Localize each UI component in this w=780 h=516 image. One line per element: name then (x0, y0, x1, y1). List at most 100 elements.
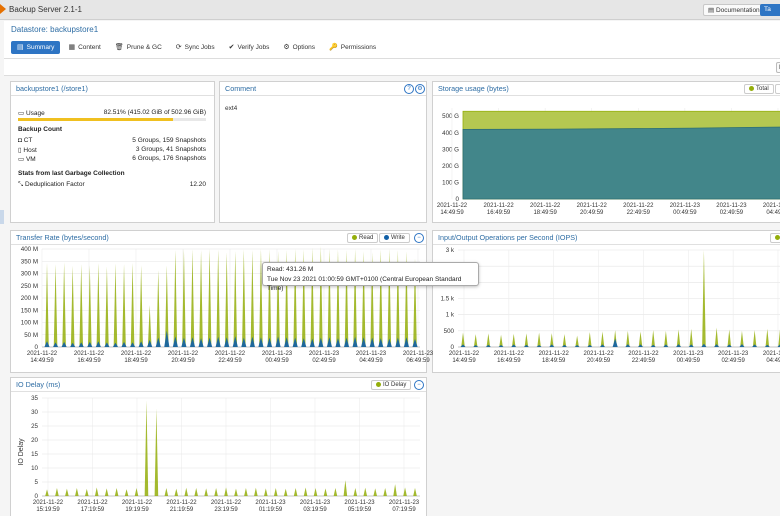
x-tick-label: 18:49:59 (124, 358, 148, 364)
io-delay-bar (293, 488, 298, 496)
x-tick-label: 16:49:59 (77, 358, 101, 364)
x-tick-label: 2021-11-22 (483, 203, 514, 209)
write-bar (412, 338, 418, 347)
y-tick-label: 3 k (446, 247, 455, 254)
x-tick-label: 2021-11-22 (74, 351, 105, 357)
io-delay-bar (343, 480, 348, 496)
legend-read[interactable] (770, 233, 780, 243)
write-bar (343, 337, 350, 347)
read-bar (207, 249, 212, 347)
read-bar (702, 250, 706, 347)
write-bar (61, 341, 67, 347)
x-tick-label: 2021-11-22 (33, 500, 64, 506)
tasks-button[interactable]: Ta (760, 4, 780, 16)
legend-used[interactable] (775, 84, 780, 94)
write-bar (460, 344, 466, 347)
x-tick-label: 2021-11-23 (255, 500, 286, 506)
read-bar (242, 249, 246, 347)
read-bar (626, 330, 630, 347)
compress-icon: ⤡ (18, 181, 26, 188)
read-bar (752, 330, 757, 347)
y-tick-label: 0 (451, 344, 455, 351)
io-delay-bar (65, 488, 69, 496)
help-icon[interactable]: ? (404, 84, 414, 94)
collapse-icon[interactable]: − (414, 380, 424, 390)
read-bar (344, 250, 349, 347)
io-delay-bar (144, 400, 149, 496)
read-bar (651, 330, 655, 347)
y-tick-label: 0 (35, 493, 39, 500)
gear-icon[interactable]: ⚙ (415, 84, 425, 94)
read-bar (310, 247, 315, 347)
x-tick-label: 22:49:59 (218, 358, 242, 364)
write-bar (147, 340, 153, 347)
legend-dot (352, 234, 357, 240)
dedup-label: ⤡ Deduplication Factor (18, 181, 85, 189)
read-bar (353, 249, 357, 347)
nav-tree-selection[interactable] (0, 210, 4, 224)
x-tick-label: 14:49:59 (452, 358, 476, 364)
io-delay-bar (204, 488, 208, 496)
io-delay-bar (114, 488, 119, 496)
write-bar (155, 337, 161, 347)
io-delay-bar (273, 488, 278, 496)
tab-options[interactable]: ⚙ Options (277, 41, 321, 54)
x-tick-label: 2021-11-22 (122, 500, 153, 506)
x-tick-label: 2021-11-22 (121, 351, 152, 357)
x-tick-label: 2021-11-23 (389, 500, 420, 506)
x-tick-label: 17:19:59 (81, 507, 105, 513)
grid-icon: ▦ (68, 44, 76, 51)
storage-title: Storage usage (bytes) Total (433, 82, 780, 96)
ct-label-text: CT (23, 137, 33, 144)
read-bar (396, 250, 400, 347)
read-bar (53, 264, 58, 347)
usage-bar-fill (18, 118, 174, 121)
write-bar (52, 342, 59, 347)
read-bar (461, 332, 465, 347)
write-bar (241, 337, 247, 347)
iops-panel: Input/Output Operations per Second (IOPS… (432, 230, 780, 373)
write-bar (612, 338, 618, 347)
write-bar (335, 338, 341, 347)
tooltip-value: Read: 431.26 M (267, 266, 314, 273)
io-delay-bar (323, 488, 328, 496)
tab-sync-jobs[interactable]: ⟳ Sync Jobs (170, 41, 221, 54)
documentation-button[interactable]: ▤ Documentation (703, 4, 765, 16)
x-tick-label: 2021-11-22 (215, 351, 246, 357)
tab-content[interactable]: ▦ Content (62, 41, 106, 54)
x-tick-label: 02:49:59 (312, 358, 336, 364)
x-tick-label: 2021-11-22 (77, 500, 108, 506)
tab-summary[interactable]: ▤ Summary (11, 41, 61, 54)
x-tick-label: 2021-11-23 (670, 203, 701, 209)
y-tick-label: 500 (444, 328, 455, 335)
x-tick-label: 18:49:59 (542, 358, 566, 364)
legend-read[interactable]: Read (347, 233, 379, 243)
x-tick-label: 03:19:59 (303, 507, 327, 513)
tooltip-date: Tue Nov 23 2021 01:00:59 GMT+0100 (Centr… (267, 275, 462, 293)
desktop-icon: ▭ (18, 156, 26, 163)
tab-permissions[interactable]: 🔑 Permissions (323, 41, 382, 54)
legend-write[interactable]: Write (379, 233, 410, 243)
y-tick-label: 50 M (24, 332, 38, 339)
tab-verify-jobs[interactable]: ✔ Verify Jobs (223, 41, 276, 54)
read-bar (122, 264, 126, 347)
read-bar (600, 331, 605, 347)
legend-total[interactable]: Total (744, 84, 774, 94)
legend-io-delay[interactable]: IO Delay (371, 380, 412, 390)
tab-label: Prune & GC (126, 44, 162, 51)
x-tick-label: 14:49:59 (30, 358, 54, 364)
write-bar (172, 336, 178, 347)
write-bar (275, 336, 281, 347)
io-delay-bar (303, 487, 308, 496)
legend-read-label: Read (359, 235, 374, 241)
read-bar (139, 265, 143, 347)
x-tick-label: 20:49:59 (587, 358, 611, 364)
collapse-icon[interactable]: − (414, 233, 424, 243)
io-delay-bar (283, 488, 288, 496)
write-bar (701, 343, 707, 347)
tab-prune-gc[interactable]: 🗑 Prune & GC (109, 41, 168, 54)
tasks-label: Ta (764, 6, 771, 13)
write-bar (309, 338, 315, 347)
legend-dot (384, 234, 389, 240)
